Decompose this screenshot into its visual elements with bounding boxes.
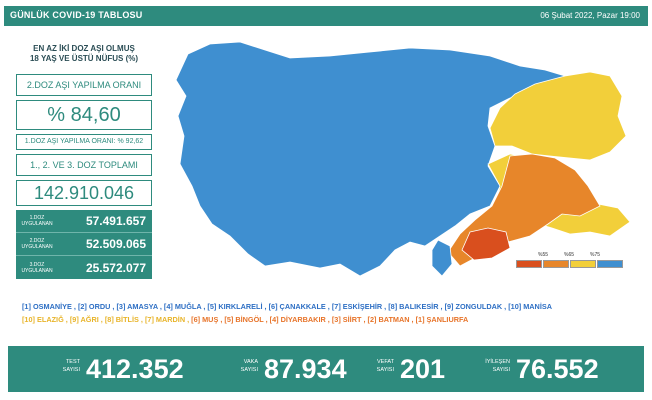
dose-value: 57.491.657: [85, 214, 146, 228]
map-region-blue: [175, 41, 566, 277]
bottom-provinces-list: [10] ELAZIĞ , [9] AĞRI , [8] BİTLİS , [7…: [22, 313, 642, 326]
map-region-yellow: [489, 71, 627, 161]
stat-deaths: VEFAT SAYISI 201: [377, 346, 446, 392]
turkey-vaccination-map: [175, 41, 631, 277]
dose-value: 25.572.077: [85, 260, 146, 275]
dose-table: 1.DOZ UYGULANAN 57.491.657 2.DOZ UYGULANAN…: [16, 210, 152, 279]
vaccination-heading: EN AZ İKİ DOZ AŞI OLMUŞ 18 YAŞ VE ÜSTÜ N…: [29, 44, 139, 63]
province-lists: [1] OSMANİYE , [2] ORDU , [3] AMASYA , […: [22, 300, 642, 326]
stat-cases: VAKA SAYISI 87.934: [241, 346, 347, 392]
map-region-red: [461, 227, 511, 261]
stat-recovered: İYİLEŞEN SAYISI 76.552: [485, 346, 599, 392]
dose-row-2: 2.DOZ UYGULANAN 52.509.065: [16, 233, 152, 256]
second-dose-rate-value: % 84,60: [16, 100, 152, 130]
stat-value: 201: [400, 354, 446, 384]
stat-label: VEFAT SAYISI: [376, 359, 394, 373]
total-doses-value: 142.910.046: [16, 180, 152, 206]
legend-swatch-red: [516, 260, 542, 268]
top-provinces-list: [1] OSMANİYE , [2] ORDU , [3] AMASYA , […: [22, 302, 552, 311]
stat-label: VAKA SAYISI: [240, 359, 258, 373]
total-doses-label: 1., 2. VE 3. DOZ TOPLAMI: [16, 154, 152, 176]
page-title: GÜNLÜK COVID-19 TABLOSU: [10, 10, 143, 20]
map-region-hatay: [431, 239, 453, 277]
dose-row-1: 1.DOZ UYGULANAN 57.491.657: [16, 210, 152, 233]
legend-label: %65: [564, 252, 575, 258]
legend-label: %55: [538, 252, 549, 258]
map-legend: %55 %65 %75: [516, 252, 626, 274]
stat-test: TEST SAYISI 412.352: [63, 346, 184, 392]
daily-stats-bar: TEST SAYISI 412.352 VAKA SAYISI 87.934 VEF…: [8, 346, 644, 392]
dose-row-3: 3.DOZ UYGULANAN 25.572.077: [16, 256, 152, 279]
dose-label: 3.DOZ UYGULANAN: [21, 261, 53, 274]
stat-value: 76.552: [516, 354, 599, 384]
stat-value: 412.352: [86, 354, 184, 384]
report-date: 06 Şubat 2022, Pazar 19:00: [540, 11, 640, 20]
bottom-provinces-orange: [6] MUŞ , [5] BİNGÖL , [4] DİYARBAKIR , …: [191, 315, 469, 324]
dose-label: 1.DOZ UYGULANAN: [21, 215, 53, 227]
first-dose-rate: 1.DOZ AŞI YAPILMA ORANI: % 92,62: [16, 134, 152, 150]
second-dose-rate-label: 2.DOZ AŞI YAPILMA ORANI: [16, 74, 152, 96]
legend-swatch-orange: [543, 260, 569, 268]
vaccination-panel: EN AZ İKİ DOZ AŞI OLMUŞ 18 YAŞ VE ÜSTÜ N…: [16, 44, 152, 279]
dose-label: 2.DOZ UYGULANAN: [21, 238, 53, 250]
stat-label: İYİLEŞEN SAYISI: [485, 359, 510, 373]
bottom-provinces-yellow: [10] ELAZIĞ , [9] AĞRI , [8] BİTLİS , [7…: [22, 315, 190, 324]
header-bar: GÜNLÜK COVID-19 TABLOSU 06 Şubat 2022, P…: [4, 6, 648, 26]
stat-label: TEST SAYISI: [62, 359, 80, 373]
dose-value: 52.509.065: [85, 237, 146, 251]
legend-label: %75: [590, 252, 601, 258]
stat-value: 87.934: [264, 354, 347, 384]
legend-swatch-yellow: [570, 260, 596, 268]
legend-swatch-blue: [597, 260, 623, 268]
